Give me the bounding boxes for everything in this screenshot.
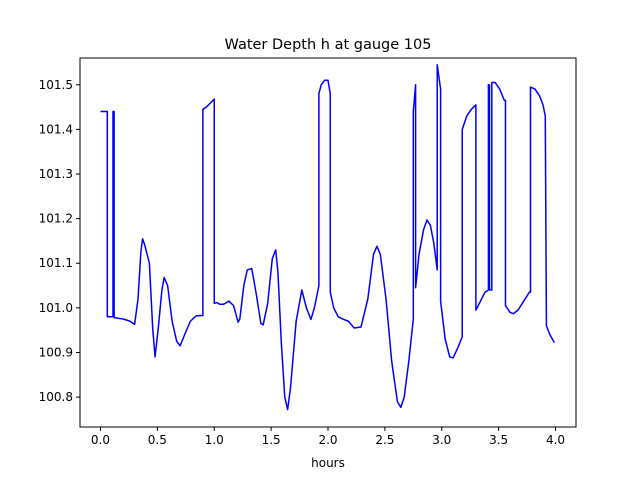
y-tick-label: 101.3 (39, 167, 73, 181)
x-tick-label: 3.0 (432, 433, 451, 447)
y-tick-label: 101.4 (39, 122, 73, 136)
x-tick-label: 1.0 (205, 433, 224, 447)
y-tick-label: 100.8 (39, 390, 73, 404)
x-tick-label: 2.0 (318, 433, 337, 447)
x-tick-label: 1.5 (262, 433, 281, 447)
y-axis: 100.8 100.9 101.0 101.1 101.2 101.3 101.4 101.5 (39, 78, 80, 404)
x-axis-label: hours (311, 456, 345, 470)
y-tick-label: 101.5 (39, 78, 73, 92)
x-tick-label: 0.0 (91, 433, 110, 447)
chart-title: Water Depth h at gauge 105 (225, 37, 432, 53)
x-tick-label: 3.5 (489, 433, 508, 447)
x-axis: 0.0 0.5 1.0 1.5 2.0 2.5 3.0 3.5 4.0 (91, 427, 565, 447)
x-tick-label: 2.5 (375, 433, 394, 447)
y-tick-label: 101.1 (39, 256, 73, 270)
y-tick-label: 101.2 (39, 212, 73, 226)
series-line-0 (100, 63, 556, 411)
x-tick-label: 0.5 (148, 433, 167, 447)
x-tick-label: 4.0 (546, 433, 565, 447)
series-layer (100, 63, 556, 411)
y-tick-label: 101.0 (39, 301, 73, 315)
y-tick-label: 100.9 (39, 345, 73, 359)
